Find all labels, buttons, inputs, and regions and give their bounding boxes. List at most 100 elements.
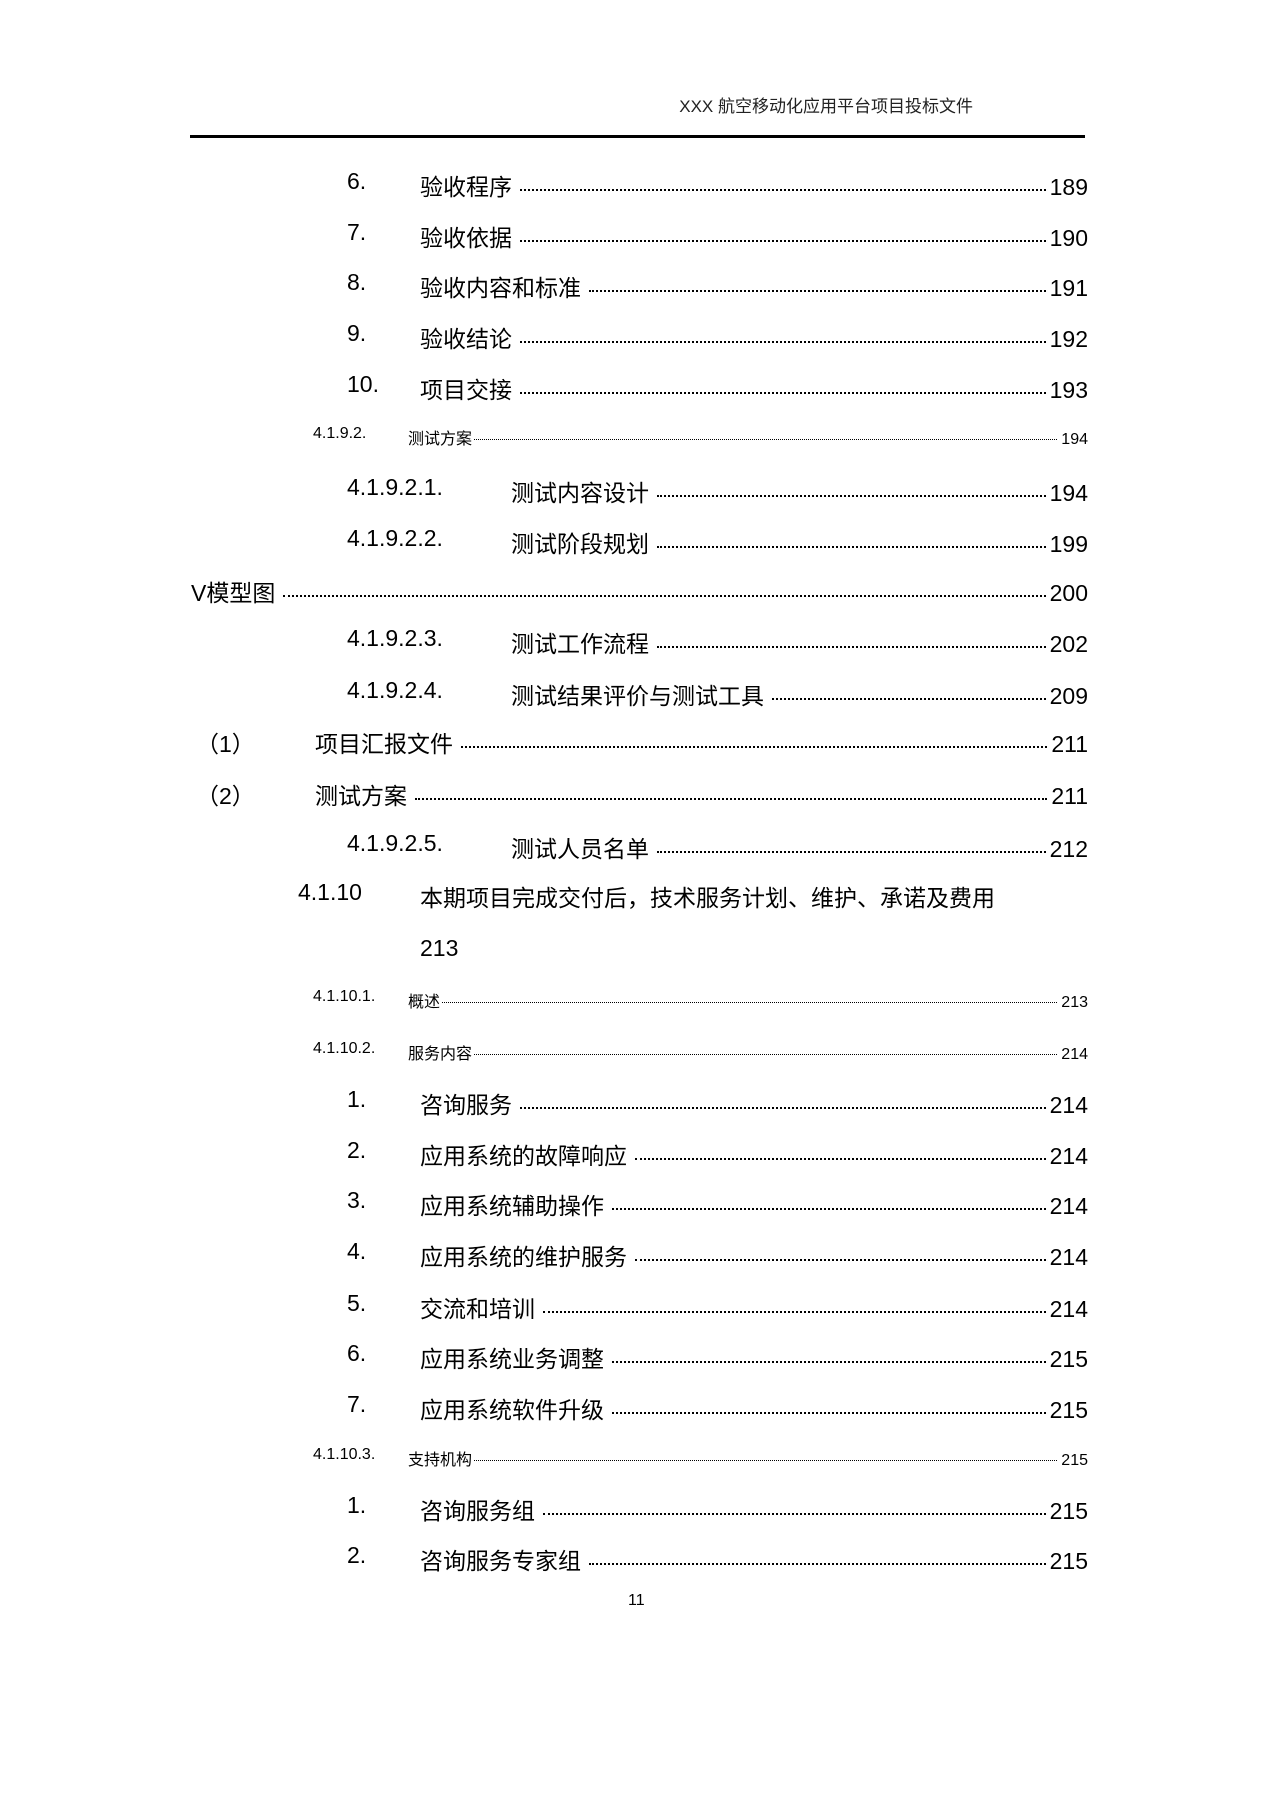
toc-entry-title: 测试结果评价与测试工具 bbox=[511, 683, 764, 709]
toc-entry[interactable]: 4.1.9.2.4. 测试结果评价与测试工具 209 bbox=[0, 677, 1088, 709]
toc-entry[interactable]: 2. 应用系统的故障响应 214 bbox=[0, 1137, 1088, 1169]
toc-entry-number: 4.1.9.2.3. bbox=[347, 625, 443, 651]
toc-entry-title: 应用系统的故障响应 bbox=[420, 1143, 627, 1169]
toc-entry-page: 213 bbox=[420, 935, 459, 961]
toc-entry[interactable]: 3. 应用系统辅助操作 214 bbox=[0, 1187, 1088, 1219]
toc-entry-link[interactable]: 项目交接 193 bbox=[420, 371, 1088, 405]
toc-entry-link[interactable]: 概述 213 bbox=[408, 988, 1088, 1012]
dot-leader bbox=[657, 546, 1046, 548]
toc-entry-title: 测试工作流程 bbox=[511, 631, 649, 657]
toc-entry-link[interactable]: 测试工作流程 202 bbox=[511, 625, 1088, 659]
toc-entry-link[interactable]: 测试方案 194 bbox=[408, 425, 1088, 449]
dot-leader bbox=[657, 851, 1046, 853]
toc-entry-link[interactable]: V模型图 200 bbox=[191, 574, 1088, 608]
toc-entry-number: 4. bbox=[347, 1238, 367, 1264]
toc-entry-title: 咨询服务 bbox=[420, 1092, 512, 1118]
toc-entry-link[interactable]: 应用系统业务调整 215 bbox=[420, 1340, 1088, 1374]
toc-entry-page: 215 bbox=[1061, 1452, 1088, 1469]
toc-entry-title: 项目交接 bbox=[420, 377, 512, 403]
toc-entry-link[interactable]: 服务内容 214 bbox=[408, 1040, 1088, 1064]
toc-entry-page: 212 bbox=[1049, 836, 1088, 862]
toc-entry[interactable]: 10. 项目交接 193 bbox=[0, 371, 1088, 403]
dot-leader bbox=[657, 495, 1046, 497]
toc-entry[interactable]: 4.1.9.2.2. 测试阶段规划 199 bbox=[0, 525, 1088, 557]
toc-entry-title: 测试方案 bbox=[315, 783, 407, 809]
header-rule bbox=[190, 135, 1085, 138]
dot-leader bbox=[612, 1208, 1046, 1210]
toc-entry-link[interactable]: 应用系统辅助操作 214 bbox=[420, 1187, 1088, 1221]
toc-entry[interactable]: 4.1.10.2. 服务内容 214 bbox=[0, 1040, 1088, 1070]
toc-entry-page: 189 bbox=[1049, 174, 1088, 200]
toc-entry-title: 咨询服务专家组 bbox=[420, 1548, 581, 1574]
toc-entry-link[interactable]: 验收程序 189 bbox=[420, 168, 1088, 202]
toc-entry[interactable]: 8. 验收内容和标准 191 bbox=[0, 269, 1088, 301]
toc-entry[interactable]: 4.1.9.2.1. 测试内容设计 194 bbox=[0, 474, 1088, 506]
dot-leader bbox=[520, 341, 1046, 343]
toc-entry-link[interactable]: 测试结果评价与测试工具 209 bbox=[511, 677, 1088, 711]
toc-entry[interactable]: 1. 咨询服务组 215 bbox=[0, 1492, 1088, 1524]
toc-entry[interactable]: 4.1.9.2.5. 测试人员名单 212 bbox=[0, 830, 1088, 862]
toc-entry-link[interactable]: 测试阶段规划 199 bbox=[511, 525, 1088, 559]
toc-entry-title: 应用系统业务调整 bbox=[420, 1346, 604, 1372]
toc-entry-link[interactable]: 验收依据 190 bbox=[420, 219, 1088, 253]
document-header: XXX 航空移动化应用平台项目投标文件 bbox=[679, 97, 973, 116]
toc-entry[interactable]: 2. 咨询服务专家组 215 bbox=[0, 1542, 1088, 1574]
toc-entry-link[interactable]: 验收结论 192 bbox=[420, 320, 1088, 354]
toc-entry[interactable]: 6. 应用系统业务调整 215 bbox=[0, 1340, 1088, 1372]
toc-entry-link[interactable]: 咨询服务组 215 bbox=[420, 1492, 1088, 1526]
toc-entry[interactable]: 9. 验收结论 192 bbox=[0, 320, 1088, 352]
toc-entry-number: 5. bbox=[347, 1290, 367, 1316]
toc-entry-link[interactable]: 项目汇报文件 211 bbox=[315, 725, 1088, 759]
toc-entry-link[interactable]: 测试方案 211 bbox=[315, 777, 1088, 811]
dot-leader bbox=[474, 1460, 1058, 1461]
toc-entry[interactable]: 6. 验收程序 189 bbox=[0, 168, 1088, 200]
dot-leader bbox=[589, 1563, 1046, 1565]
toc-entry-link[interactable]: 支持机构 215 bbox=[408, 1446, 1088, 1470]
toc-entry-link[interactable]: 应用系统的故障响应 214 bbox=[420, 1137, 1088, 1171]
toc-entry[interactable]: 5. 交流和培训 214 bbox=[0, 1290, 1088, 1322]
toc-entry[interactable]: 1. 咨询服务 214 bbox=[0, 1086, 1088, 1118]
toc-entry-title: 测试方案 bbox=[408, 431, 473, 448]
toc-entry-page: 214 bbox=[1049, 1092, 1088, 1118]
toc-entry[interactable]: 4.1.10.3. 支持机构 215 bbox=[0, 1446, 1088, 1476]
toc-entry-number: 3. bbox=[347, 1187, 367, 1213]
toc-entry-link[interactable]: 交流和培训 214 bbox=[420, 1290, 1088, 1324]
toc-entry[interactable]: 4.1.10.1. 概述 213 bbox=[0, 988, 1088, 1018]
toc-entry-page: 214 bbox=[1049, 1296, 1088, 1322]
toc-entry-link[interactable]: 应用系统软件升级 215 bbox=[420, 1391, 1088, 1425]
toc-entry[interactable]: 7. 验收依据 190 bbox=[0, 219, 1088, 251]
toc-entry-page: 194 bbox=[1061, 431, 1088, 448]
toc-entry-number: 4.1.9.2.5. bbox=[347, 830, 443, 856]
dot-leader bbox=[635, 1259, 1046, 1261]
toc-entry-number: 4.1.9.2.2. bbox=[347, 525, 443, 551]
dot-leader bbox=[520, 189, 1046, 191]
dot-leader bbox=[543, 1513, 1046, 1515]
toc-entry-number: 7. bbox=[347, 1391, 367, 1417]
toc-entry[interactable]: （1） 项目汇报文件 211 bbox=[0, 725, 1088, 757]
toc-entry[interactable]: （2） 测试方案 211 bbox=[0, 777, 1088, 809]
toc-entry-page: 214 bbox=[1061, 1046, 1088, 1063]
toc-entry-link[interactable]: 应用系统的维护服务 214 bbox=[420, 1238, 1088, 1272]
toc-entry[interactable]: 4.1.9.2.3. 测试工作流程 202 bbox=[0, 625, 1088, 657]
toc-entry[interactable]: V模型图 200 bbox=[0, 574, 1088, 606]
toc-entry-link[interactable]: 验收内容和标准 191 bbox=[420, 269, 1088, 303]
toc-entry-title: 测试人员名单 bbox=[511, 836, 649, 862]
dot-leader bbox=[657, 646, 1046, 648]
toc-entry-page: 191 bbox=[1049, 275, 1088, 301]
toc-entry-title: 应用系统的维护服务 bbox=[420, 1244, 627, 1270]
toc-entry-link[interactable]: 咨询服务专家组 215 bbox=[420, 1542, 1088, 1576]
toc-entry-title[interactable]: 本期项目完成交付后，技术服务计划、维护、承诺及费用 bbox=[420, 885, 995, 911]
toc-entry-title: V模型图 bbox=[191, 580, 276, 606]
toc-entry-number: 10. bbox=[347, 371, 379, 397]
toc-entry-link[interactable]: 咨询服务 214 bbox=[420, 1086, 1088, 1120]
toc-entry-number: 9. bbox=[347, 320, 367, 346]
toc-entry-link[interactable]: 测试人员名单 212 bbox=[511, 830, 1088, 864]
toc-entry[interactable]: 4.1.9.2. 测试方案 194 bbox=[0, 425, 1088, 455]
toc-entry-title: 交流和培训 bbox=[420, 1296, 535, 1322]
toc-entry[interactable]: 4. 应用系统的维护服务 214 bbox=[0, 1238, 1088, 1270]
dot-leader bbox=[772, 698, 1046, 700]
toc-entry[interactable]: 7. 应用系统软件升级 215 bbox=[0, 1391, 1088, 1423]
toc-entry-number: 2. bbox=[347, 1137, 367, 1163]
toc-entry-link[interactable]: 测试内容设计 194 bbox=[511, 474, 1088, 508]
toc-entry-number: 4.1.9.2.4. bbox=[347, 677, 443, 703]
